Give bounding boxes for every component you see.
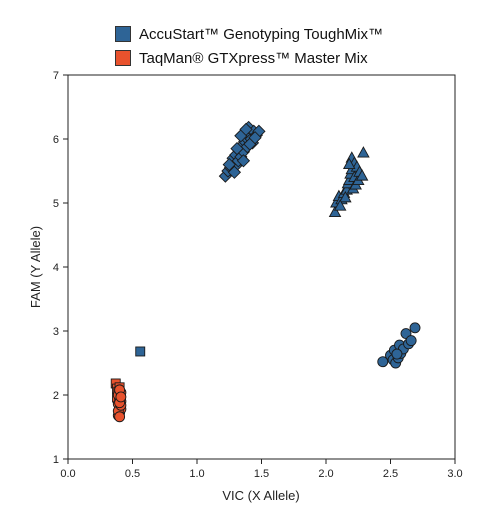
legend-label-accustart: AccuStart™ Genotyping ToughMix™ [139,25,384,43]
legend-item-taqman: TaqMan® GTXpress™ Master Mix [115,46,383,70]
data-point-accustart-circle [409,322,421,334]
x-tick-label: 1.0 [189,468,204,480]
chart-axes: 0.0 0.5 1.0 1.5 2.0 2.5 3.0 1 2 3 4 5 6 7 [53,70,463,480]
data-point-accustart-circle [391,348,403,360]
y-tick-label: 6 [53,134,59,146]
legend-swatch-accustart [115,26,131,42]
x-tick-label: 2.0 [318,468,333,480]
y-tick-label: 1 [53,454,59,466]
data-point-accustart-triangle [355,169,369,181]
data-point-accustart-diamond [222,157,236,172]
y-tick-label: 5 [53,198,59,210]
data-point-accustart-square [135,346,146,357]
chart-legend: AccuStart™ Genotyping ToughMix™ TaqMan® … [115,22,383,70]
y-tick-label: 2 [53,390,59,402]
y-tick-label: 3 [53,326,59,338]
data-point-accustart-diamond [239,122,253,137]
x-axis-title: VIC (X Allele) [222,488,299,503]
x-tick-label: 2.5 [383,468,398,480]
x-tick-label: 3.0 [447,468,462,480]
data-point-accustart-circle [377,356,389,368]
data-point-accustart-triangle [328,205,342,218]
chart-marks [110,120,421,423]
data-point-accustart-diamond [230,141,244,156]
y-tick-label: 4 [53,262,59,274]
data-point-taqman-circle [114,411,126,423]
data-point-accustart-triangle [342,157,356,170]
data-point-accustart-triangle [357,146,370,158]
data-point-accustart-triangle [339,190,352,203]
legend-swatch-taqman [115,50,131,66]
data-point-accustart-circle [405,335,417,347]
y-tick-label: 7 [53,70,59,82]
x-tick-label: 0.0 [60,468,75,480]
legend-label-taqman: TaqMan® GTXpress™ Master Mix [139,49,368,67]
legend-item-accustart: AccuStart™ Genotyping ToughMix™ [115,22,383,46]
data-point-accustart-diamond [236,154,251,168]
data-point-accustart-diamond [248,131,262,145]
data-point-taqman-circle [115,391,127,403]
y-axis-title: FAM (Y Allele) [28,226,43,308]
data-point-accustart-triangle [333,199,347,211]
x-tick-label: 0.5 [125,468,140,480]
x-tick-label: 1.5 [254,468,269,480]
data-point-accustart-diamond [227,165,242,179]
